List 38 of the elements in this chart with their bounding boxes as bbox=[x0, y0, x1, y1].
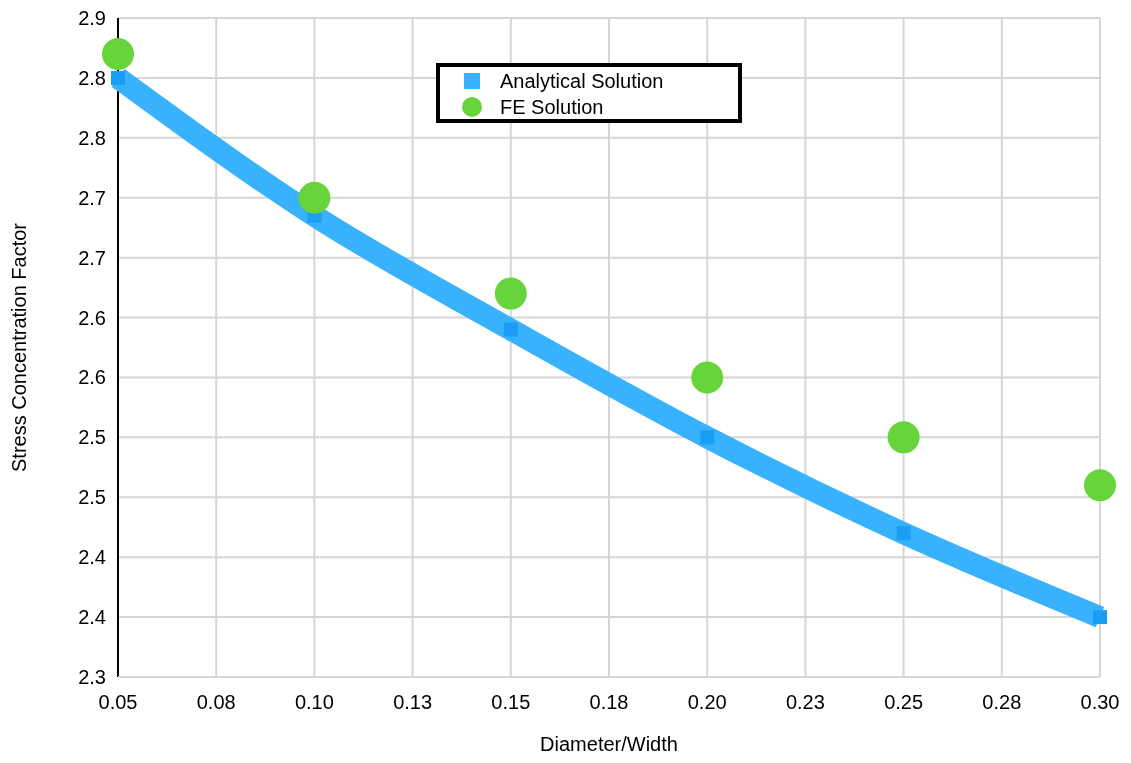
y-axis-title: Stress Concentration Factor bbox=[8, 222, 30, 472]
point bbox=[503, 322, 518, 337]
y-tick-label: 2.7 bbox=[78, 186, 106, 209]
y-tick-label: 2.6 bbox=[78, 306, 106, 329]
x-tick-label: 0.10 bbox=[294, 691, 334, 713]
x-tick-label: 0.28 bbox=[982, 691, 1022, 713]
x-axis-title: Diameter/Width bbox=[540, 733, 678, 755]
x-tick-label: 0.13 bbox=[393, 691, 433, 713]
legend-label: Analytical Solution bbox=[500, 70, 664, 92]
point bbox=[1084, 469, 1116, 502]
x-tick-label: 0.30 bbox=[1080, 691, 1120, 713]
point bbox=[1093, 610, 1107, 625]
y-tick-label: 2.5 bbox=[78, 486, 106, 509]
y-tick-label: 2.7 bbox=[78, 246, 106, 269]
y-tick-label: 2.4 bbox=[78, 546, 106, 569]
y-tick-label: 2.4 bbox=[78, 606, 106, 629]
point bbox=[691, 361, 724, 394]
x-tick-label: 0.23 bbox=[785, 691, 825, 713]
point bbox=[887, 421, 920, 454]
y-tick-label: 2.8 bbox=[78, 66, 106, 89]
y-tick-label: 2.8 bbox=[78, 126, 106, 149]
x-tick-label: 0.15 bbox=[491, 691, 531, 713]
point bbox=[111, 70, 125, 85]
x-tick-label: 0.20 bbox=[687, 691, 727, 713]
x-tick-label: 0.08 bbox=[196, 691, 236, 713]
legend-label: FE Solution bbox=[500, 96, 604, 118]
y-tick-label: 2.3 bbox=[78, 666, 106, 688]
point bbox=[700, 430, 715, 445]
point bbox=[298, 181, 331, 214]
y-tick-label: 2.5 bbox=[78, 426, 106, 449]
y-tick-label: 2.9 bbox=[78, 7, 106, 29]
point bbox=[494, 277, 527, 310]
x-tick-label: 0.18 bbox=[589, 691, 629, 713]
x-tick-label: 0.05 bbox=[98, 691, 138, 713]
point bbox=[896, 526, 911, 541]
y-tick-label: 2.6 bbox=[78, 366, 106, 389]
point bbox=[102, 37, 134, 70]
x-tick-label: 0.25 bbox=[884, 691, 924, 713]
